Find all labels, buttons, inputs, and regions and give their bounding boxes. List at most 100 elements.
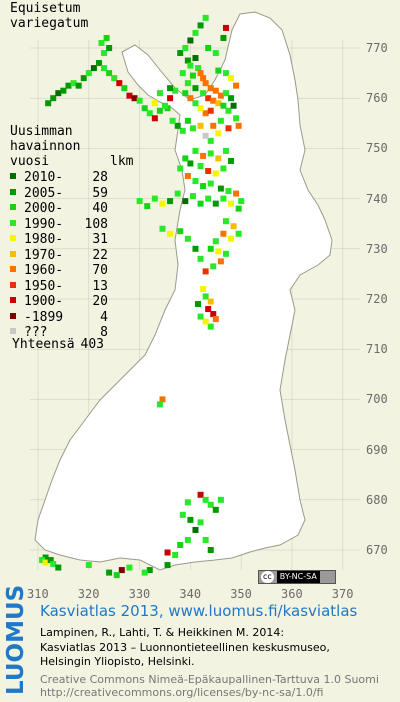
observation-square — [177, 165, 184, 172]
observation-square — [230, 102, 237, 109]
observation-square — [126, 92, 133, 99]
legend-item: 1980- 31 — [8, 232, 108, 248]
species-genus: Equisetum — [10, 1, 81, 16]
observation-square — [136, 198, 143, 205]
legend-count: 59 — [92, 185, 108, 201]
observation-square — [197, 200, 204, 207]
legend-label: 1960- — [24, 263, 64, 278]
cc-icon: cc — [261, 571, 274, 583]
observation-square — [167, 230, 174, 237]
legend-swatch — [10, 235, 16, 241]
observation-square — [200, 75, 207, 82]
observation-square — [60, 87, 67, 94]
legend-item: -1899 4 — [8, 310, 108, 326]
observation-square — [101, 50, 108, 57]
observation-square — [131, 95, 138, 102]
legend-title-line1: Uusimman — [10, 124, 73, 139]
y-tick-label: 670 — [366, 543, 388, 557]
observation-square — [202, 14, 209, 21]
observation-square — [222, 90, 229, 97]
observation-square — [121, 85, 128, 92]
observation-square — [210, 263, 217, 270]
legend-swatch — [10, 250, 16, 257]
observation-square — [156, 90, 163, 97]
x-tick-label: 370 — [331, 587, 354, 601]
observation-square — [177, 228, 184, 235]
observation-square — [228, 75, 235, 82]
observation-square — [151, 195, 158, 202]
observation-square — [233, 115, 240, 122]
observation-square — [164, 549, 171, 556]
observation-square — [113, 572, 120, 579]
license-line-1: Creative Commons Nimeä-Epäkaupallinen-Ta… — [40, 673, 379, 686]
observation-square — [189, 125, 196, 132]
observation-square — [207, 547, 214, 553]
observation-square — [184, 80, 191, 87]
observation-square — [197, 70, 204, 77]
y-tick-label: 690 — [366, 442, 388, 457]
citation-line-1: Lampinen, R., Lahti, T. & Heikkinen M. 2… — [40, 626, 285, 639]
atlas-title-link[interactable]: Kasviatlas 2013, www.luomus.fi/kasviatla… — [40, 602, 358, 620]
observation-square — [151, 100, 158, 107]
y-tick-label: 710 — [366, 342, 388, 357]
observation-square — [215, 67, 222, 74]
cc-license-code: BY-NC-SA — [276, 571, 320, 583]
legend-count: 13 — [92, 278, 108, 294]
legend-label: -1899 — [24, 309, 64, 325]
legend-item: 1990- 108 — [8, 217, 108, 233]
license-url[interactable]: http://creativecommons.org/licenses/by-n… — [40, 686, 324, 699]
observation-square — [111, 75, 118, 82]
observation-square — [225, 125, 232, 132]
observation-square — [85, 562, 92, 569]
legend-swatch — [10, 219, 16, 226]
observation-square — [184, 57, 191, 64]
observation-square — [233, 190, 240, 197]
observation-square — [187, 62, 194, 69]
y-tick-label: 730 — [366, 241, 388, 256]
observation-square — [151, 115, 158, 122]
observation-square — [179, 511, 186, 518]
observation-square — [177, 50, 184, 57]
legend-count-header: lkm — [110, 154, 134, 169]
legend-item: 2010- 28 — [8, 170, 108, 186]
observation-square — [159, 225, 166, 232]
observation-square — [50, 561, 57, 568]
observation-square — [197, 519, 204, 526]
observation-square — [202, 293, 209, 300]
observation-square — [144, 203, 151, 210]
observation-square — [192, 85, 199, 92]
observation-square — [90, 65, 97, 72]
observation-square — [197, 22, 204, 29]
observation-square — [187, 516, 194, 523]
x-tick-label: 350 — [230, 587, 252, 601]
observation-square — [210, 311, 217, 318]
legend-total: Yhteensä 403 — [12, 337, 104, 352]
observation-square — [45, 100, 52, 107]
observation-square — [202, 496, 209, 503]
observation-square — [205, 45, 212, 51]
observation-square — [187, 160, 194, 167]
legend-label: 1990- — [24, 216, 64, 232]
y-tick-label: 740 — [366, 191, 388, 206]
legend-count: 20 — [92, 294, 108, 309]
observation-square — [212, 238, 219, 245]
y-tick-label: 700 — [366, 392, 388, 407]
observation-square — [222, 218, 229, 225]
observation-square — [212, 506, 219, 513]
legend-item: 1960- 70 — [8, 263, 108, 279]
observation-square — [202, 132, 209, 139]
cc-license-badge[interactable]: cc BY-NC-SA — [258, 570, 336, 584]
legend-title-line3: vuosi — [10, 154, 50, 169]
legend-item: 2000- 40 — [8, 201, 108, 217]
observation-square — [220, 165, 227, 172]
observation-square — [174, 190, 181, 197]
observation-square — [167, 198, 174, 205]
observation-square — [207, 137, 214, 144]
observation-square — [85, 70, 92, 77]
observation-square — [197, 255, 204, 262]
observation-square — [182, 45, 189, 51]
observation-square — [215, 155, 222, 162]
observation-square — [156, 107, 163, 114]
legend-swatch — [10, 266, 16, 272]
observation-square — [238, 198, 245, 205]
